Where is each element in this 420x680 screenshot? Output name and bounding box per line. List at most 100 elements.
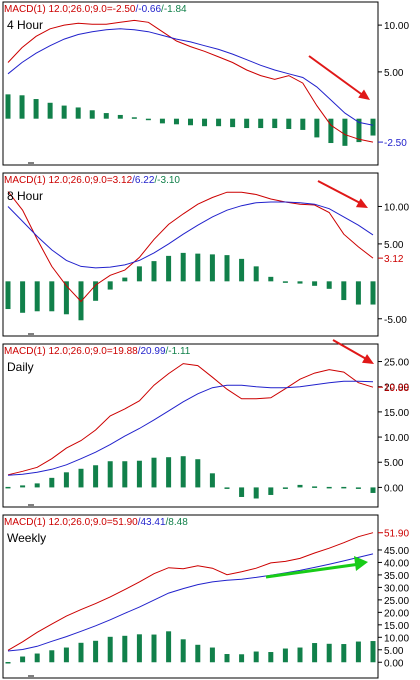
histogram-bar xyxy=(33,99,39,119)
histogram-bar xyxy=(253,651,259,663)
histogram-bar xyxy=(312,486,318,488)
macd-line xyxy=(7,191,374,303)
histogram-bar xyxy=(356,118,362,143)
header-separator: / xyxy=(166,346,169,357)
panel-timeframe-label: 8 Hour xyxy=(7,189,43,203)
histogram-bar xyxy=(355,641,361,663)
arrow-head xyxy=(355,198,368,208)
histogram-bar xyxy=(370,118,376,136)
y-tick-label: 15.00 xyxy=(384,621,409,632)
histogram-bar xyxy=(258,118,264,129)
histogram-bar xyxy=(47,102,53,119)
macd-line xyxy=(7,363,374,476)
header-hist-value: 8.48 xyxy=(168,517,188,528)
histogram-bar xyxy=(20,656,26,663)
histogram-bar xyxy=(300,118,306,130)
histogram-bar xyxy=(230,118,236,128)
signal-line xyxy=(7,553,374,652)
last-value-label: -2.50 xyxy=(384,138,407,149)
y-tick-label: 5.00 xyxy=(384,240,404,251)
histogram-bar xyxy=(355,281,361,305)
last-value-label: 51.90 xyxy=(384,529,409,540)
histogram-bar xyxy=(244,118,250,129)
histogram-bar xyxy=(239,258,245,282)
y-tick-label: 30.00 xyxy=(384,583,409,594)
histogram-bar xyxy=(297,647,303,663)
arrow-head xyxy=(361,354,374,364)
histogram-bar xyxy=(63,281,69,315)
histogram-bar xyxy=(151,457,157,488)
histogram-bar xyxy=(341,486,347,489)
histogram-bar xyxy=(209,254,215,282)
histogram-bar xyxy=(78,468,84,488)
histogram-bar xyxy=(103,113,109,119)
histogram-bar xyxy=(282,281,288,283)
histogram-bar xyxy=(216,118,222,127)
panel-timeframe-label: 4 Hour xyxy=(7,18,43,32)
trend-down-arrow xyxy=(317,180,368,208)
y-tick-label: 5.00 xyxy=(384,458,404,469)
histogram-bar xyxy=(122,461,128,488)
header-separator: / xyxy=(161,4,164,15)
histogram-bar xyxy=(282,648,288,663)
panel-frame xyxy=(2,1,379,166)
histogram-bar xyxy=(239,654,245,663)
histogram-bar xyxy=(131,117,137,119)
indicator-header: MACD(1) 12.0;26.0;9.0=51.90/43.41/8.48 xyxy=(4,517,188,528)
panel-timeframe-label: Daily xyxy=(7,360,34,374)
histogram-bar xyxy=(89,110,95,119)
histogram-bar xyxy=(20,281,26,313)
histogram-bar xyxy=(209,647,215,663)
histogram-bar xyxy=(136,460,142,488)
y-tick-label: 10.00 xyxy=(384,21,409,32)
header-prefix: MACD(1) 12.0;26.0;9.0= xyxy=(4,346,113,357)
last-value-label: 19.88 xyxy=(384,383,409,394)
histogram-bar xyxy=(63,647,69,663)
histogram-bar xyxy=(224,487,230,489)
header-signal-value: -0.66 xyxy=(138,4,161,15)
histogram-bar xyxy=(93,465,99,488)
histogram-bar xyxy=(268,487,274,495)
histogram-bar xyxy=(312,643,318,663)
histogram-bar xyxy=(34,483,40,488)
histogram-bar xyxy=(370,641,376,663)
header-prefix: MACD(1) 12.0;26.0;9.0= xyxy=(4,517,113,528)
histogram-bar xyxy=(166,631,172,663)
histogram-bar xyxy=(253,266,259,282)
y-tick-label: 0.00 xyxy=(384,483,404,494)
histogram-bar xyxy=(107,636,113,663)
histogram-bar xyxy=(151,634,157,663)
y-tick-label: 10.00 xyxy=(384,633,409,644)
histogram-bar xyxy=(341,281,347,301)
header-separator: / xyxy=(135,4,138,15)
signal-line xyxy=(7,380,374,476)
histogram-bar xyxy=(173,118,179,125)
signal-line xyxy=(7,201,374,269)
histogram-bar xyxy=(136,266,142,282)
indicator-header: MACD(1) 12.0;26.0;9.0=-2.50/-0.66/-1.84 xyxy=(4,4,187,15)
histogram-bar xyxy=(75,107,81,119)
y-tick-label: 10.00 xyxy=(384,433,409,444)
histogram-bar xyxy=(5,94,11,119)
histogram-bar xyxy=(224,654,230,663)
y-tick-label: -5.00 xyxy=(384,315,407,326)
macd-line xyxy=(7,19,374,143)
histogram-bar xyxy=(180,639,186,663)
header-signal-value: 43.41 xyxy=(140,517,165,528)
trend-down-arrow xyxy=(308,55,370,100)
histogram-bar xyxy=(122,277,128,282)
arrow-shaft xyxy=(317,180,363,205)
histogram-bar xyxy=(5,486,11,489)
histogram-bar xyxy=(341,644,347,663)
header-hist-value: -1.84 xyxy=(164,4,187,15)
histogram-bar xyxy=(195,253,201,282)
histogram-bar xyxy=(312,281,318,286)
y-tick-label: 5.00 xyxy=(384,646,404,657)
histogram-bar xyxy=(34,653,40,663)
header-separator: / xyxy=(154,175,157,186)
histogram-bar xyxy=(355,487,361,489)
trend-down-arrow xyxy=(332,339,374,364)
header-signal-value: 6.22 xyxy=(135,175,155,186)
